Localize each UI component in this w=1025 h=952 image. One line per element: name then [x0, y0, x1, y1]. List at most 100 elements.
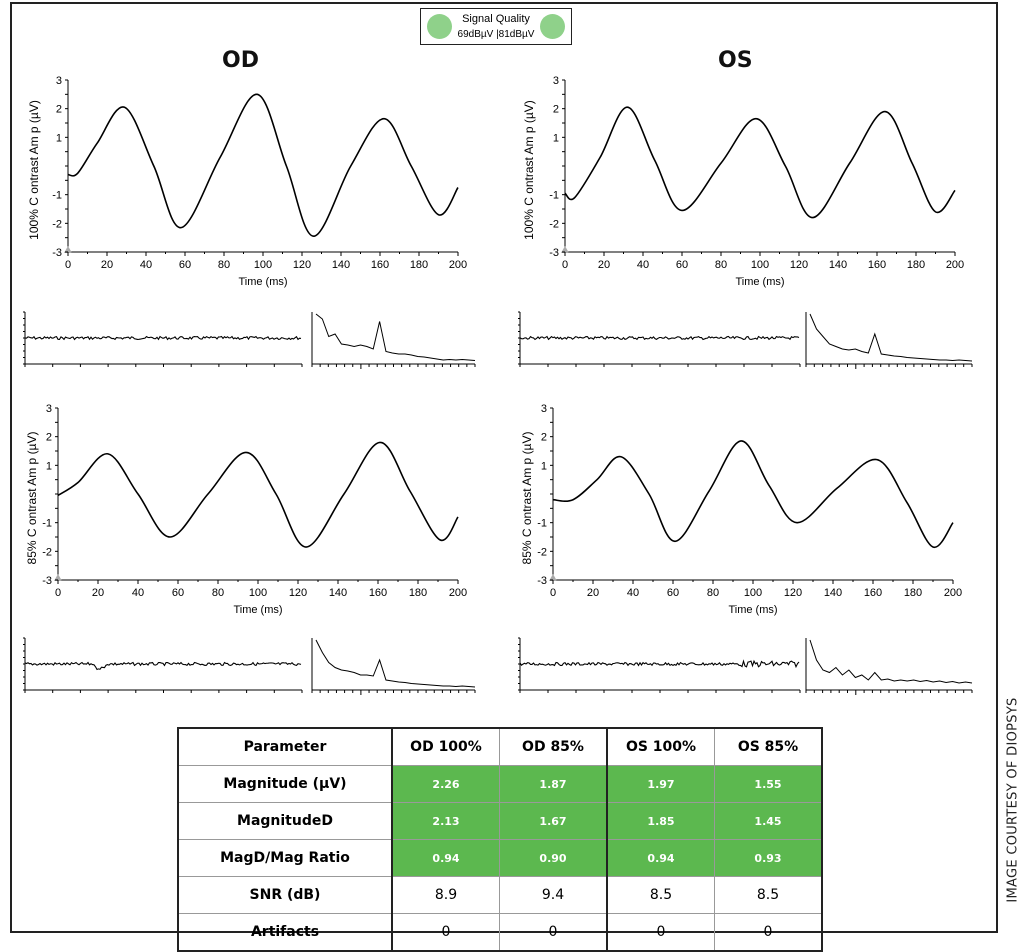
- spectrum-trace: [809, 313, 973, 362]
- table-row: SNR (dB) 8.9 9.4 8.5 8.5: [177, 876, 823, 914]
- waveform-line: [552, 440, 954, 548]
- y-tick-label: 1: [56, 132, 62, 144]
- y-tick-label: -1: [537, 518, 547, 530]
- x-tick-label: 40: [627, 587, 639, 599]
- y-tick-label: 3: [46, 403, 52, 415]
- waveform-charts: 321-1-2-30 20 40 60 80 100 120 140 160 180 200Time…: [23, 75, 973, 695]
- noise-trace: [24, 661, 302, 671]
- y-tick-label: 3: [553, 75, 559, 87]
- y-tick-label: 2: [56, 104, 62, 116]
- y-tick-label: -1: [52, 190, 62, 202]
- table-cell: 1.55: [714, 765, 823, 803]
- x-tick-label: 0: [65, 259, 71, 271]
- x-tick-label: 120: [293, 259, 311, 271]
- waveform-chart-os-85: 3 2 1 -1 -2 -30 20 40 60 80 100 120 140 160 180 200 Time…: [520, 403, 962, 616]
- y-tick-label: -3: [537, 575, 547, 587]
- x-tick-label: 180: [907, 259, 925, 271]
- y-axis-label: 100% C ontrast Am p (µV): [522, 100, 536, 240]
- table-cell: 0: [391, 913, 500, 952]
- y-tick-label: -3: [42, 575, 52, 587]
- noise-plot: [23, 311, 303, 367]
- row-label: SNR (dB): [177, 876, 393, 914]
- image-credit: IMAGE COURTESY OF DIOPSYS: [1005, 697, 1021, 903]
- row-label: MagnitudeD: [177, 802, 393, 840]
- signal-quality-values: 69dBµV |81dBµV: [457, 29, 535, 40]
- table-cell: 1.45: [714, 802, 823, 840]
- table-cell: 1.67: [499, 802, 608, 840]
- y-tick-label: -3: [52, 247, 62, 259]
- spectrum-plot: [805, 638, 973, 695]
- y-tick-label: -1: [549, 190, 559, 202]
- x-tick-label: 80: [218, 259, 230, 271]
- x-tick-label: 100: [751, 259, 769, 271]
- x-tick-label: 140: [332, 259, 350, 271]
- y-axis-label: 100% C ontrast Am p (µV): [27, 100, 41, 240]
- waveform-chart-od-100: 3 2 1 -1 -2 -30 20 40 60 80 100 120 140 160 180 200 Time…: [27, 75, 467, 288]
- x-tick-label: 60: [667, 587, 679, 599]
- noise-trace: [519, 659, 800, 669]
- origin-marker-icon: [54, 574, 62, 581]
- x-tick-label: 0: [550, 587, 556, 599]
- signal-quality-box: Signal Quality 69dBµV |81dBµV: [420, 8, 572, 45]
- table-cell: 1.97: [606, 765, 715, 803]
- header-od-85: OD 85%: [499, 727, 608, 766]
- y-tick-label: -2: [537, 546, 547, 558]
- results-table: Parameter OD 100% OD 85% OS 100% OS 85% …: [177, 727, 823, 952]
- noise-plot: [518, 637, 801, 693]
- x-axis-label: Time (ms): [735, 276, 784, 288]
- header-od-100: OD 100%: [391, 727, 500, 766]
- x-tick-label: 100: [744, 587, 762, 599]
- table-row: MagD/Mag Ratio 0.94 0.90 0.94 0.93: [177, 839, 823, 877]
- table-cell: 0.90: [499, 839, 608, 877]
- os-title: OS: [718, 48, 753, 73]
- table-cell: 9.4: [499, 876, 608, 914]
- y-axis-label: 85% C ontrast Am p (µV): [520, 432, 534, 565]
- noise-trace: [24, 335, 302, 341]
- table-cell: 0.94: [606, 839, 715, 877]
- x-tick-label: 160: [371, 259, 389, 271]
- spectrum-plot: [805, 312, 973, 369]
- x-tick-label: 140: [829, 259, 847, 271]
- signal-quality-left-indicator-icon: [427, 14, 452, 39]
- x-tick-label: 200: [449, 587, 467, 599]
- od-title: OD: [222, 48, 259, 73]
- x-tick-label: 20: [598, 259, 610, 271]
- origin-marker-icon: [561, 246, 569, 253]
- table-row: Artifacts 0 0 0 0: [177, 913, 823, 952]
- table-cell: 1.85: [606, 802, 715, 840]
- y-tick-label: 2: [541, 432, 547, 444]
- y-tick-label: 3: [541, 403, 547, 415]
- spectrum-plot: [311, 638, 476, 695]
- x-tick-label: 100: [249, 587, 267, 599]
- x-tick-label: 200: [944, 587, 962, 599]
- table-cell: 0.93: [714, 839, 823, 877]
- x-tick-label: 0: [562, 259, 568, 271]
- y-tick-label: -2: [42, 546, 52, 558]
- y-tick-label: 2: [46, 432, 52, 444]
- noise-plot: [518, 311, 801, 367]
- x-tick-label: 80: [212, 587, 224, 599]
- x-tick-label: 140: [824, 587, 842, 599]
- x-axis-label: Time (ms): [728, 604, 777, 616]
- waveform-line: [57, 441, 459, 548]
- y-tick-label: -2: [52, 218, 62, 230]
- y-axis-label: 85% C ontrast Am p (µV): [25, 432, 39, 565]
- x-tick-label: 60: [172, 587, 184, 599]
- y-tick-label: 2: [553, 104, 559, 116]
- y-tick-label: -3: [549, 247, 559, 259]
- x-tick-label: 160: [864, 587, 882, 599]
- y-tick-label: 1: [46, 460, 52, 472]
- x-axis-label: Time (ms): [238, 276, 287, 288]
- x-tick-label: 0: [55, 587, 61, 599]
- table-cell: 8.5: [714, 876, 823, 914]
- table-cell: 2.13: [391, 802, 500, 840]
- table-cell: 8.9: [391, 876, 500, 914]
- spectrum-trace: [315, 313, 476, 361]
- x-tick-label: 180: [409, 587, 427, 599]
- spectrum-trace: [315, 639, 476, 688]
- table-row: MagnitudeD 2.13 1.67 1.85 1.45: [177, 802, 823, 840]
- y-tick-label: 1: [553, 132, 559, 144]
- table-cell: 0: [499, 913, 608, 952]
- waveform-chart-od-85: 3 2 1 -1 -2 -30 20 40 60 80 100 120 140 160 180 200 Time…: [25, 403, 467, 616]
- table-header-row: Parameter OD 100% OD 85% OS 100% OS 85%: [177, 727, 823, 766]
